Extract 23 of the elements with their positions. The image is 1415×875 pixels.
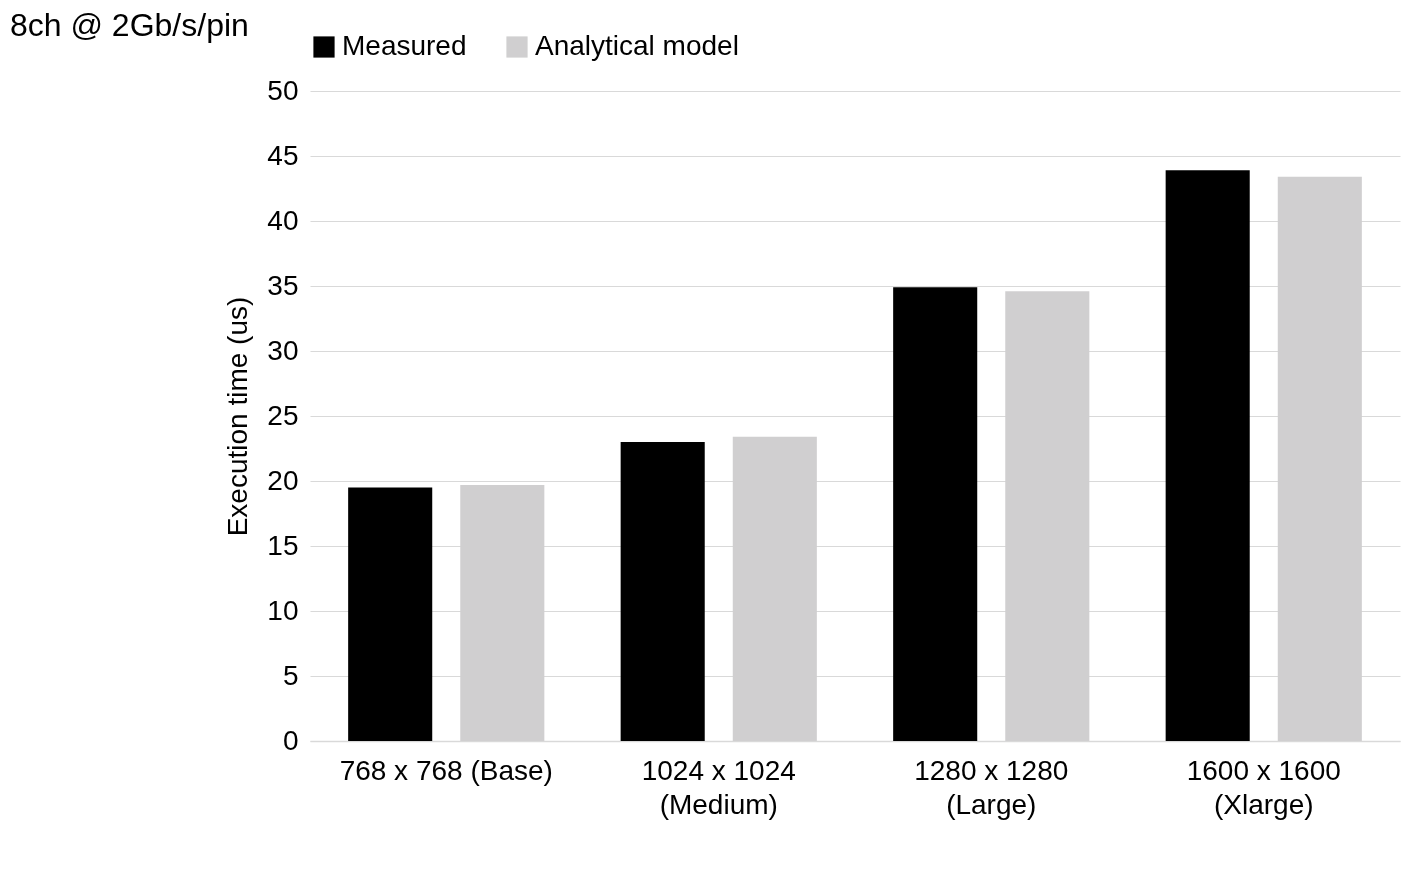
x-tick-label: 1280 x 1280 (Large) [914, 754, 1069, 820]
y-tick-label: 10 [267, 594, 299, 626]
bar [893, 287, 978, 741]
legend-label: Measured [342, 30, 467, 61]
chart-title: 8ch @ 2Gb/s/pin [10, 7, 249, 43]
y-tick-label: 20 [267, 464, 299, 496]
y-tick-label: 50 [267, 74, 299, 106]
bar [620, 442, 705, 741]
y-tick-label: 45 [267, 139, 299, 171]
bar [348, 487, 433, 741]
y-tick-label: 5 [282, 659, 299, 691]
y-tick-label: 15 [267, 529, 299, 561]
legend-label: Analytical model [535, 30, 739, 61]
y-tick-label: 40 [267, 204, 299, 236]
x-tick-label: 1024 x 1024 (Medium) [641, 754, 796, 820]
y-tick-label: 0 [282, 724, 299, 756]
x-tick-label: 768 x 768 (Base) [339, 754, 553, 786]
y-tick-label: 35 [267, 269, 299, 301]
y-tick-label: 30 [267, 334, 299, 366]
y-tick-label: 25 [267, 399, 299, 431]
y-axis-title: Execution time (us) [222, 296, 254, 537]
bar [1165, 170, 1250, 741]
x-tick-label: 1600 x 1600 (Xlarge) [1186, 754, 1341, 820]
